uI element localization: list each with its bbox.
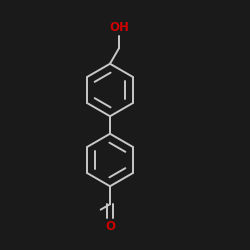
Text: OH: OH [110, 21, 130, 34]
Text: O: O [105, 220, 115, 233]
